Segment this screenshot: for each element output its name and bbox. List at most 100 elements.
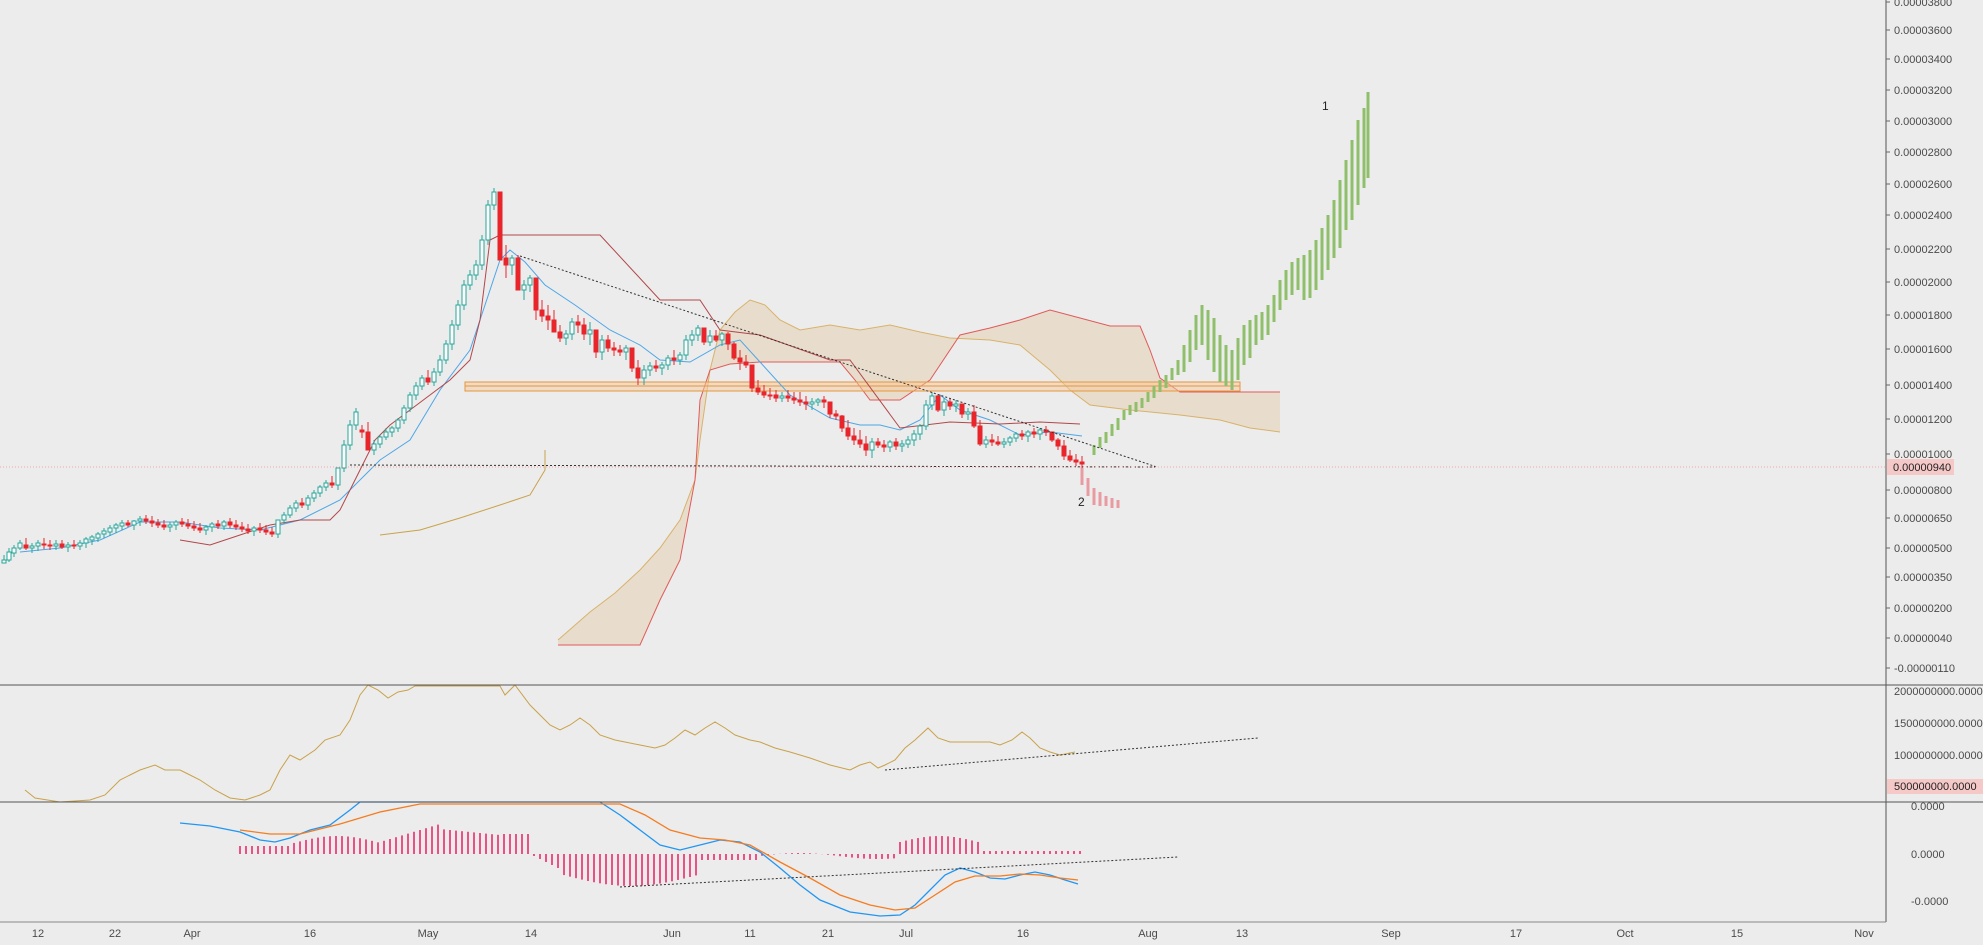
annotation-label-1: 1 xyxy=(1322,99,1329,113)
candle-bullish xyxy=(305,497,311,506)
last-price-badge xyxy=(1887,459,1954,475)
candle-bearish xyxy=(701,327,707,343)
candle-bullish xyxy=(983,439,989,445)
candle-bullish xyxy=(455,304,461,326)
candle-bearish xyxy=(1019,433,1025,437)
candle-bearish xyxy=(233,524,239,528)
candle-bullish xyxy=(677,354,683,361)
candle-bearish xyxy=(875,441,881,446)
candle-bullish xyxy=(473,264,479,276)
candle-bearish xyxy=(803,401,809,405)
candle-bullish xyxy=(509,257,515,266)
candle-bullish xyxy=(371,443,377,451)
candle-bullish xyxy=(341,444,347,469)
price-tick-label: 0.00000650 xyxy=(1894,513,1952,525)
candle-bearish xyxy=(605,339,611,349)
candle-bearish xyxy=(1031,431,1037,435)
time-tick-label: 16 xyxy=(304,928,316,940)
candle-bearish xyxy=(617,349,623,353)
candle-bullish xyxy=(485,204,491,241)
candle-bullish xyxy=(407,394,413,409)
price-tick-label: 0.00002200 xyxy=(1894,244,1952,256)
candle-bearish xyxy=(1067,455,1073,461)
candle-bearish xyxy=(365,431,371,451)
candle-bearish xyxy=(239,526,245,530)
candle-bullish xyxy=(527,277,533,286)
candle-bullish xyxy=(707,335,713,343)
macd-line xyxy=(179,801,1079,917)
candle-bullish xyxy=(11,547,17,554)
candle-bullish xyxy=(1,559,7,564)
price-tick-label: 0.00001400 xyxy=(1894,380,1952,392)
price-tick-label: 0.00000040 xyxy=(1894,633,1952,645)
candle-bullish xyxy=(719,333,725,341)
candle-bullish xyxy=(413,385,419,396)
candle-bullish xyxy=(887,441,893,448)
candle-bullish xyxy=(323,482,329,488)
macd-trendline xyxy=(619,856,1179,888)
senkou-span-a xyxy=(557,299,1281,641)
candle-bullish xyxy=(95,533,101,539)
candle-bearish xyxy=(833,413,839,417)
oscillator-tick-label: 2000000000.0000 xyxy=(1894,686,1983,698)
price-tick-label: 0.00002600 xyxy=(1894,179,1952,191)
candle-bearish xyxy=(857,439,863,445)
candle-bullish xyxy=(917,425,923,435)
candle-bearish xyxy=(725,333,731,345)
macd-tick-label: 0.0000 xyxy=(1911,849,1945,861)
candle-bearish xyxy=(731,343,737,359)
candle-bullish xyxy=(353,411,359,426)
price-tick-label: 0.00002000 xyxy=(1894,277,1952,289)
candle-bullish xyxy=(443,343,449,361)
time-tick-label: 22 xyxy=(109,928,121,940)
oscillator-tick-label: 1000000000.0000 xyxy=(1894,750,1983,762)
time-tick-label: May xyxy=(418,928,439,940)
candle-bearish xyxy=(845,427,851,437)
price-tick-label: 0.00003200 xyxy=(1894,85,1952,97)
candle-bullish xyxy=(953,403,959,407)
annotation-label-2: 2 xyxy=(1078,495,1085,509)
candle-bearish xyxy=(425,377,431,383)
candle-bullish xyxy=(437,359,443,373)
candle-bullish xyxy=(89,536,95,541)
time-tick-label: Jul xyxy=(899,928,913,940)
candle-bearish xyxy=(149,520,155,524)
time-tick-label: Oct xyxy=(1616,928,1633,940)
candle-bearish xyxy=(125,522,131,526)
candle-bullish xyxy=(119,522,125,527)
price-tick-label: 0.00002400 xyxy=(1894,210,1952,222)
candle-bullish xyxy=(929,395,935,406)
candle-bullish xyxy=(221,521,227,527)
time-tick-label: Sep xyxy=(1381,928,1401,940)
price-tick-label: 0.00001200 xyxy=(1894,414,1952,426)
time-tick-label: 16 xyxy=(1017,928,1029,940)
candle-bullish xyxy=(401,407,407,421)
candle-bearish xyxy=(977,425,983,445)
candle-bearish xyxy=(947,401,953,407)
candle-bullish xyxy=(815,399,821,403)
candle-bearish xyxy=(1073,459,1079,463)
candle-bearish xyxy=(653,365,659,369)
candle-bearish xyxy=(671,357,677,361)
candle-bearish xyxy=(23,544,29,549)
candle-bearish xyxy=(737,357,743,363)
candle-bearish xyxy=(593,329,599,353)
time-tick-label: Jun xyxy=(663,928,681,940)
candle-bullish xyxy=(251,527,257,532)
candle-bearish xyxy=(263,529,269,533)
candle-bullish xyxy=(389,427,395,433)
candle-bullish xyxy=(35,542,41,547)
price-tick-label: 0.00000500 xyxy=(1894,543,1952,555)
candle-bearish xyxy=(59,543,65,548)
candle-bearish xyxy=(1079,461,1085,465)
candle-bullish xyxy=(1037,429,1043,435)
candle-bearish xyxy=(743,361,749,366)
macd-pane xyxy=(179,801,1179,917)
oscillator-pane xyxy=(24,684,1259,803)
candle-bullish xyxy=(29,545,35,549)
price-tick-label: 0.00001600 xyxy=(1894,344,1952,356)
